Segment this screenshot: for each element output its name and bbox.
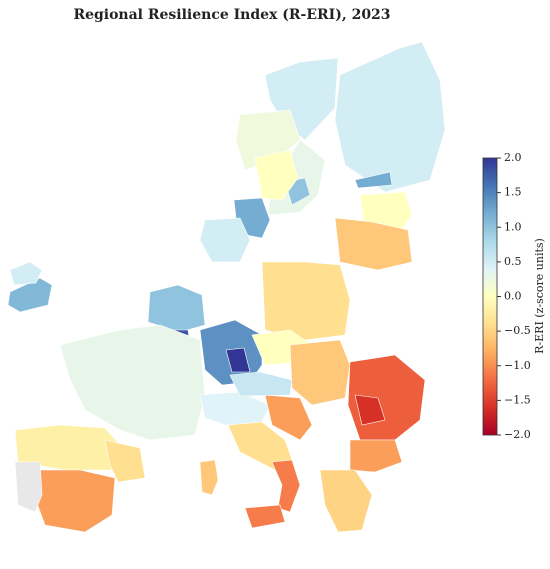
- colorbar: [482, 157, 498, 436]
- region: [199, 391, 271, 426]
- colorbar-tick-label: 0.0: [504, 290, 522, 303]
- region: [319, 469, 373, 533]
- colorbar-tick-label: 1.5: [504, 186, 522, 199]
- colorbar-tick-label: 1.0: [504, 220, 522, 233]
- colorbar-tick-label: −0.5: [504, 324, 531, 337]
- region: [227, 421, 296, 471]
- region: [59, 324, 206, 441]
- region: [199, 459, 219, 496]
- region: [334, 217, 413, 271]
- colorbar-tick-label: 2.0: [504, 151, 522, 164]
- colorbar-tick-label: 0.5: [504, 255, 522, 268]
- region: [7, 277, 53, 313]
- region: [244, 504, 286, 529]
- colorbar-tick-label: −2.0: [504, 428, 531, 441]
- region: [9, 261, 43, 286]
- colorbar-label: R-ERI (z-score units): [533, 238, 546, 354]
- region: [271, 459, 301, 513]
- region: [104, 439, 146, 483]
- colorbar-tick-label: −1.5: [504, 393, 531, 406]
- region: [289, 339, 351, 406]
- region: [14, 461, 43, 513]
- region: [264, 394, 313, 441]
- region: [354, 394, 386, 426]
- region: [229, 371, 293, 397]
- region: [254, 149, 299, 201]
- region: [34, 469, 116, 533]
- region: [199, 217, 251, 263]
- region: [334, 41, 446, 193]
- region: [354, 171, 393, 189]
- map-title: Regional Resilience Index (R-ERI), 2023: [73, 7, 390, 23]
- regions: [7, 41, 446, 533]
- colorbar-tick-label: −1.0: [504, 359, 531, 372]
- region: [261, 261, 351, 341]
- region: [349, 439, 403, 473]
- region: [225, 347, 251, 373]
- region: [147, 284, 206, 333]
